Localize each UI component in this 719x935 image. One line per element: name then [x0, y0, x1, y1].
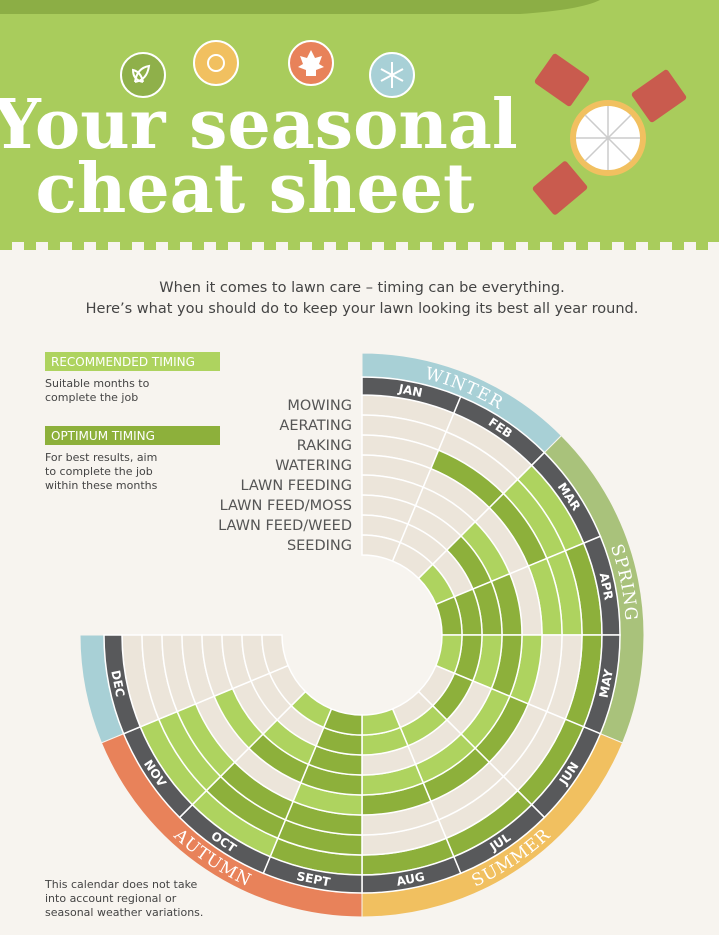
footnote: seasonal weather variations.	[45, 906, 203, 919]
month-label: SEPT	[295, 869, 332, 889]
checker-square	[384, 242, 396, 250]
title-line: cheat sheet	[36, 149, 476, 229]
month-band	[103, 634, 142, 735]
checker-square	[624, 242, 636, 250]
activity-label: LAWN FEED/WEED	[218, 518, 352, 534]
activity-label: MOWING	[287, 398, 352, 414]
activity-label: AERATING	[279, 418, 352, 434]
activity-label: WATERING	[275, 458, 352, 474]
month-label: DEC	[108, 669, 127, 698]
checker-square	[408, 242, 420, 250]
legend-swatch	[45, 426, 220, 445]
checker-square	[240, 242, 252, 250]
month-label: AUG	[395, 870, 426, 889]
checker-square	[552, 242, 564, 250]
activity-label: SEEDING	[287, 538, 352, 554]
checker-square	[288, 242, 300, 250]
checker-square	[192, 242, 204, 250]
footnote: This calendar does not take	[44, 878, 198, 891]
legend-description: Suitable months to	[45, 377, 150, 390]
checker-square	[96, 242, 108, 250]
legend-description: complete the job	[45, 391, 138, 404]
legend-label: RECOMMENDED TIMING	[51, 355, 195, 369]
checker-square	[504, 242, 516, 250]
checker-square	[576, 242, 588, 250]
legend-label: OPTIMUM TIMING	[51, 429, 155, 443]
checker-square	[72, 242, 84, 250]
title-line: Your seasonal	[0, 85, 518, 165]
checker-strip	[0, 242, 708, 250]
season-icons	[120, 40, 415, 98]
timing-cell	[261, 634, 290, 675]
checker-square	[216, 242, 228, 250]
checker-square	[360, 242, 372, 250]
checker-square	[168, 242, 180, 250]
checker-square	[144, 242, 156, 250]
checker-square	[120, 242, 132, 250]
legend-description: For best results, aim	[45, 451, 157, 464]
patio-illustration	[532, 53, 687, 215]
month-label: MAY	[597, 668, 616, 699]
checker-square	[672, 242, 684, 250]
checker-square	[312, 242, 324, 250]
intro-line: Here’s what you should do to keep your l…	[86, 301, 639, 317]
checker-square	[648, 242, 660, 250]
checker-square	[48, 242, 60, 250]
checker-square	[0, 242, 12, 250]
checker-square	[432, 242, 444, 250]
legend-description: within these months	[45, 479, 158, 492]
checker-square	[24, 242, 36, 250]
footnote: into account regional or	[45, 892, 177, 905]
grass-edge	[0, 0, 600, 14]
checker-square	[456, 242, 468, 250]
activity-label: RAKING	[297, 438, 352, 454]
activity-label: LAWN FEEDING	[240, 478, 352, 494]
checker-square	[336, 242, 348, 250]
checker-square	[528, 242, 540, 250]
intro-line: When it comes to lawn care – timing can …	[159, 280, 564, 296]
legend-swatch	[45, 352, 220, 371]
activity-label: LAWN FEED/MOSS	[220, 498, 352, 514]
checker-square	[480, 242, 492, 250]
month-label: JAN	[397, 381, 424, 400]
checker-square	[600, 242, 612, 250]
legend-description: to complete the job	[45, 465, 153, 478]
checker-square	[264, 242, 276, 250]
month-label: APR	[597, 572, 616, 602]
checker-square	[696, 242, 708, 250]
